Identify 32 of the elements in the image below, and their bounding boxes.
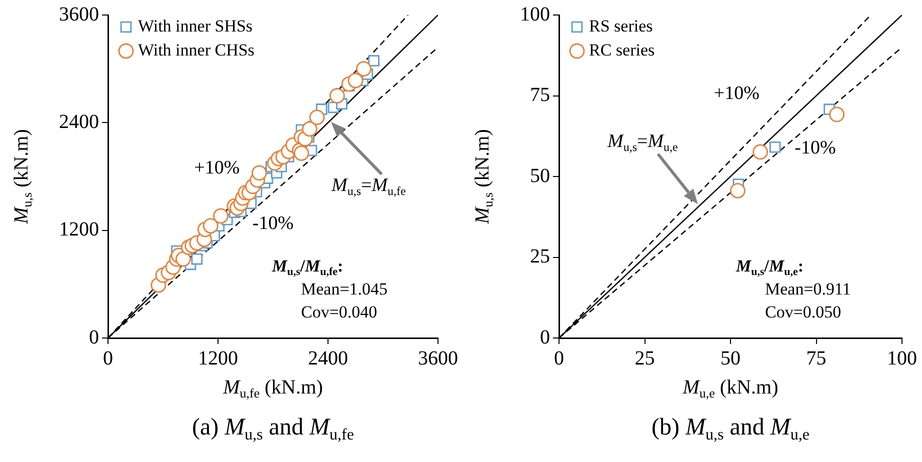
- x-tick-label: 25: [634, 347, 655, 370]
- x-tick-label: 0: [554, 347, 564, 370]
- y-axis-title: Mu,s (kN.m): [471, 129, 496, 225]
- legend-label: With inner SHSs: [138, 16, 253, 36]
- y-tick-label: 0: [89, 326, 99, 348]
- annotation: Mean=1.045: [301, 279, 388, 298]
- y-tick-label: 25: [530, 246, 550, 268]
- y-tick-label: 100: [520, 3, 550, 26]
- y-tick-label: 50: [530, 164, 550, 187]
- x-tick-label: 0: [103, 347, 113, 370]
- x-tick-label: 2400: [308, 347, 348, 370]
- y-tick-label: 3600: [59, 3, 99, 26]
- x-tick-label: 50: [720, 347, 740, 370]
- annotation: +10%: [194, 157, 240, 178]
- legend-label: With inner CHSs: [138, 40, 254, 60]
- y-tick-label: 0: [540, 326, 550, 348]
- y-axis-title: Mu,s (kN.m): [10, 129, 34, 225]
- y-tick-label: 1200: [59, 218, 99, 241]
- annotation: Mean=0.911: [765, 279, 851, 298]
- x-tick-label: 100: [887, 347, 917, 370]
- annotation: +10%: [714, 83, 760, 104]
- y-tick-label: 75: [530, 84, 550, 106]
- legend-label: RS series: [589, 16, 653, 36]
- y-tick-label: 2400: [59, 110, 99, 133]
- x-tick-label: 75: [806, 347, 826, 370]
- x-tick-label: 3600: [418, 347, 458, 370]
- legend-label: RC series: [589, 40, 655, 60]
- annotation: Cov=0.040: [301, 302, 378, 322]
- x-tick-label: 1200: [198, 347, 238, 370]
- annotation: Cov=0.050: [765, 302, 842, 322]
- annotation: -10%: [252, 212, 294, 234]
- annotation: -10%: [794, 138, 836, 159]
